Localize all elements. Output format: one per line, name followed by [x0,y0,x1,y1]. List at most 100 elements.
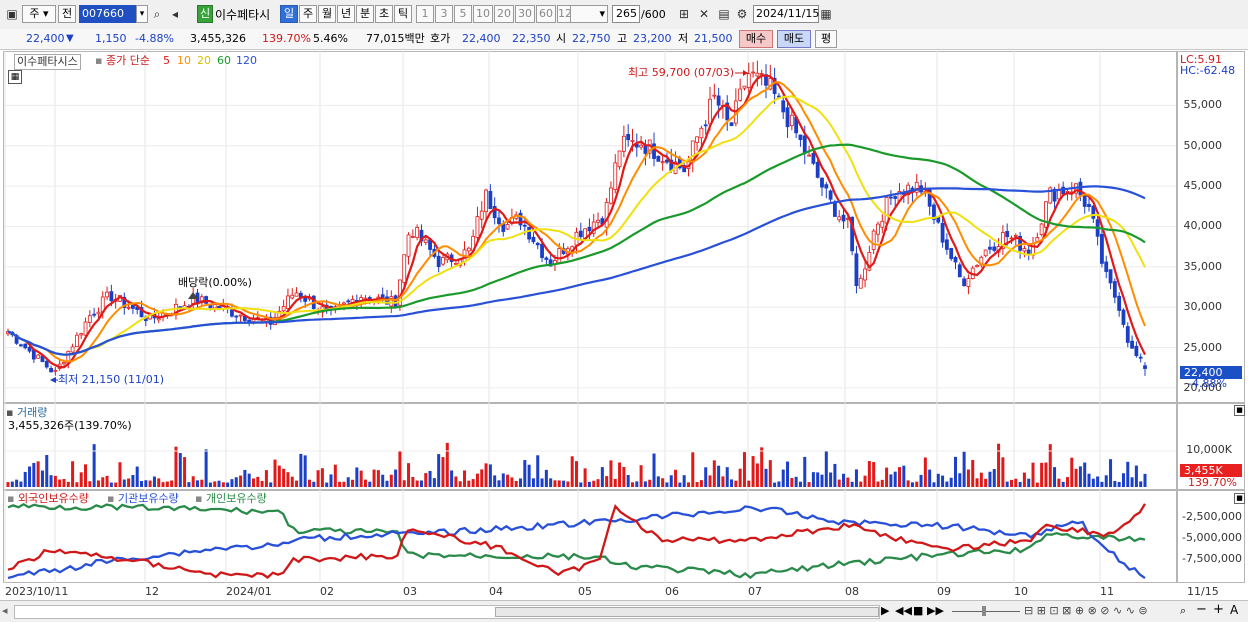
play-icon[interactable]: ▶ [881,604,890,617]
volume-pane[interactable] [3,403,1177,490]
scrollbar-track[interactable] [14,605,880,619]
candle-body [1052,188,1057,202]
holdings-pane[interactable] [3,490,1177,583]
volume-bar [243,469,247,487]
volume-bar [949,477,953,487]
zoom-slider[interactable] [952,611,1020,612]
interval-button-2[interactable]: 5 [454,5,472,23]
holdings-legend-marker-icon: ▪ [195,492,203,505]
legend-stock-name[interactable]: 이수페타시스 [14,54,81,70]
period-button-6[interactable]: 틱 [394,5,412,23]
candle-body [992,246,997,251]
calendar-icon[interactable]: ▦ [820,7,832,21]
stop-icon[interactable]: ■ [913,604,924,617]
volume-bar [484,463,488,487]
interval-button-5[interactable]: 30 [515,5,535,23]
candle-body [1125,326,1130,343]
volume-bar [686,482,690,487]
volume-bar [798,481,802,487]
chart-window-icon[interactable]: ▣ [6,7,18,21]
date-input[interactable]: 2024/11/15 [753,5,819,23]
scrollbar-thumb[interactable] [495,607,879,617]
period-button-1[interactable]: 주 [299,5,317,23]
volume-bar [613,478,617,487]
speaker-icon[interactable]: ◂ [171,7,179,21]
interval-button-6[interactable]: 60 [536,5,556,23]
ask-price: 22,400 [462,32,501,45]
crosshair-icon[interactable]: ✕ [698,7,710,21]
period-button-4[interactable]: 분 [356,5,374,23]
count-input[interactable]: 265 [612,5,640,23]
gear-icon[interactable]: ⚙ [736,7,748,21]
ma-legend-10: 10 [177,54,191,67]
candle-body [932,204,936,220]
volume-bar [441,457,445,487]
candle-body [953,256,958,263]
volume-bar [467,480,471,487]
period-button-5[interactable]: 초 [375,5,393,23]
volume-close-icon[interactable]: ■ [1234,405,1245,416]
price-axis[interactable] [1177,51,1245,403]
candle-body [888,196,893,199]
candle-body [410,236,415,238]
volume-bar [721,476,725,487]
volume-bar [587,481,591,487]
grid-icon[interactable]: ⊞ [678,7,690,21]
candle-body [789,114,794,127]
search-icon[interactable]: ⌕ [153,7,161,21]
candle-body [497,217,501,225]
code-dropdown-icon[interactable]: ▾ [136,5,148,23]
volume-bar [928,469,932,487]
volume-bar [962,451,966,487]
interval-dropdown[interactable]: ▾ [570,5,608,23]
zoom-in-icon[interactable]: + [1213,602,1224,617]
holdings-close-icon[interactable]: ■ [1234,493,1245,504]
volume-bar [333,464,337,487]
eval-button[interactable]: 평 [815,30,837,48]
volume-bar [394,469,398,487]
period-button-0[interactable]: 일 [280,5,298,23]
volume-bar [144,480,148,487]
candle-body [75,334,79,348]
volume-bar [282,468,286,487]
forward-icon[interactable]: ▶▶ [927,604,944,617]
x-axis-label: 10 [1014,585,1028,598]
zoom-out-icon[interactable]: − [1196,602,1207,617]
text-tool-icon[interactable]: A [1230,603,1239,617]
table-icon[interactable]: ▦ [8,70,22,84]
sell-button[interactable]: 매도 [777,30,811,48]
candle-body [785,107,790,128]
interval-button-4[interactable]: 20 [494,5,514,23]
price-pane[interactable] [3,51,1177,403]
holdings-foreign-line [7,503,1146,579]
candle-body [871,230,876,250]
interval-button-0[interactable]: 1 [416,5,434,23]
candle-body [802,135,807,154]
candle-body [867,252,872,271]
volume-bar [958,473,962,487]
volume-bar [488,464,492,487]
buy-button[interactable]: 매수 [739,30,773,48]
stock-code-input[interactable]: 007660 [79,5,137,23]
candle-body [49,367,53,373]
volume-bar [122,479,126,487]
scroll-left-icon[interactable]: ◂ [2,604,8,617]
interval-button-1[interactable]: 3 [435,5,453,23]
candle-body [1121,309,1126,325]
x-axis-label: 09 [937,585,951,598]
period-button-2[interactable]: 월 [318,5,336,23]
volume-bar [1083,462,1087,487]
tool-icons[interactable]: ⊟ ⊞ ⊡ ⊠ ⊕ ⊗ ⊘ ∿ ∿ ⊜ [1024,604,1148,617]
volume-bar [630,482,634,487]
period-main-select[interactable]: 주 ▾ [22,5,56,23]
rewind-icon[interactable]: ◀◀ [895,604,912,617]
zoom-slider-handle[interactable] [982,606,986,616]
zoom-icon[interactable]: ⌕ [1180,604,1187,617]
volume-bar [695,482,699,487]
prefix-button[interactable]: 전 [58,5,76,23]
period-button-3[interactable]: 년 [337,5,355,23]
interval-button-3[interactable]: 10 [473,5,493,23]
holdings-axis[interactable] [1177,490,1245,583]
save-icon[interactable]: ▤ [718,7,730,21]
